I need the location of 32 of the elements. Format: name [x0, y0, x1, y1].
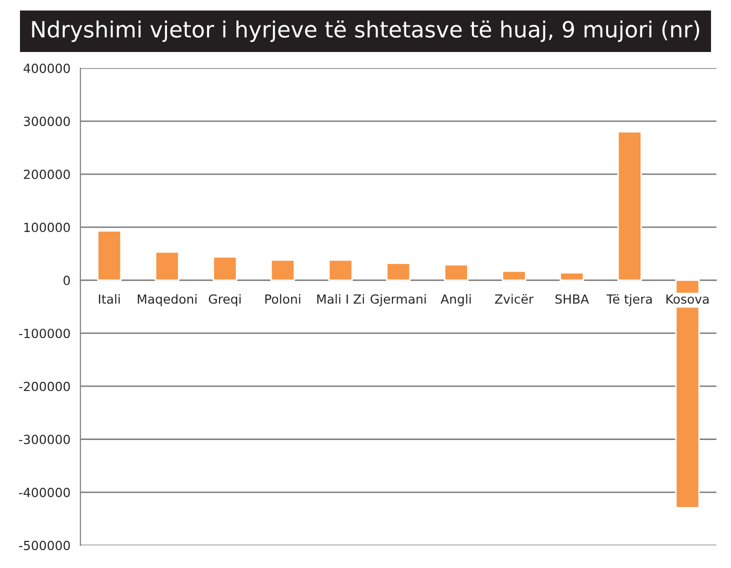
chart-title: Ndryshimi vjetor i hyrjeve të shtetasve të huaj, 9 mujori (nr)	[32, 20, 700, 42]
bar	[154, 251, 180, 281]
y-tick-label: 100000	[24, 222, 70, 232]
x-tick-label: Kosova	[666, 294, 709, 304]
x-tick-label: Greqi	[208, 294, 241, 306]
y-tick-label: -100000	[19, 328, 70, 338]
x-tick-label: Itali	[98, 294, 120, 304]
x-tick-label: Maqedoni	[138, 294, 196, 306]
x-tick-label: Gjermani	[370, 294, 426, 306]
x-tick-label: SHBA	[555, 294, 589, 304]
bar	[444, 264, 468, 281]
bar	[386, 262, 411, 281]
x-tick-label: Angli	[440, 294, 471, 306]
y-tick-label: 300000	[24, 116, 70, 126]
bar	[270, 259, 296, 281]
y-tick-label: -300000	[19, 434, 70, 444]
bar	[328, 259, 353, 281]
y-tick-label: -500000	[19, 540, 70, 550]
x-tick-label: Poloni	[265, 294, 300, 304]
y-tick-label: 0	[64, 276, 70, 286]
bar	[212, 256, 238, 281]
y-tick-label: -400000	[19, 488, 70, 498]
bar	[560, 272, 584, 281]
y-tick-label: -200000	[19, 382, 70, 392]
bar	[97, 230, 122, 281]
bar	[502, 270, 526, 281]
y-tick-label: 200000	[24, 170, 70, 180]
bar	[617, 131, 642, 281]
x-tick-label: Të tjera	[606, 294, 652, 306]
x-tick-label: Zvicër	[495, 294, 534, 304]
y-tick-label: 400000	[24, 64, 70, 74]
x-tick-label: Mali I Zi	[317, 294, 364, 304]
